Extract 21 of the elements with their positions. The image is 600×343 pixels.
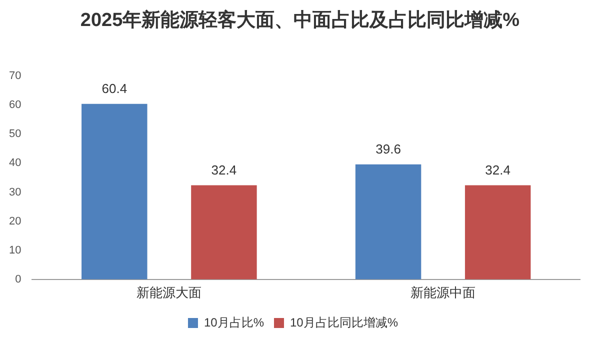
bar [191, 185, 257, 280]
y-tick-label: 10 [8, 244, 22, 256]
y-tick-label: 70 [8, 70, 22, 82]
y-tick-label: 30 [8, 186, 22, 198]
chart-title: 2025年新能源轻客大面、中面占比及占比同比增减% [80, 8, 520, 33]
x-tick-label: 新能源中面 [410, 284, 476, 300]
y-tick-label: 20 [8, 215, 22, 228]
bar [82, 104, 148, 280]
data-label: 32.4 [485, 162, 510, 178]
y-tick-label: 0 [15, 273, 22, 286]
data-label: 32.4 [211, 162, 237, 178]
data-label: 60.4 [102, 80, 128, 96]
bar [464, 185, 531, 280]
y-tick-label: 40 [8, 157, 22, 170]
y-tick-label: 60 [8, 99, 22, 112]
legend-label: 10月占比% [204, 315, 264, 330]
y-tick-label: 50 [8, 128, 22, 140]
bar [355, 164, 422, 280]
x-tick-label: 新能源大面 [136, 284, 202, 300]
legend-label: 10月占比同比增减% [290, 315, 398, 330]
data-label: 39.6 [376, 141, 401, 156]
